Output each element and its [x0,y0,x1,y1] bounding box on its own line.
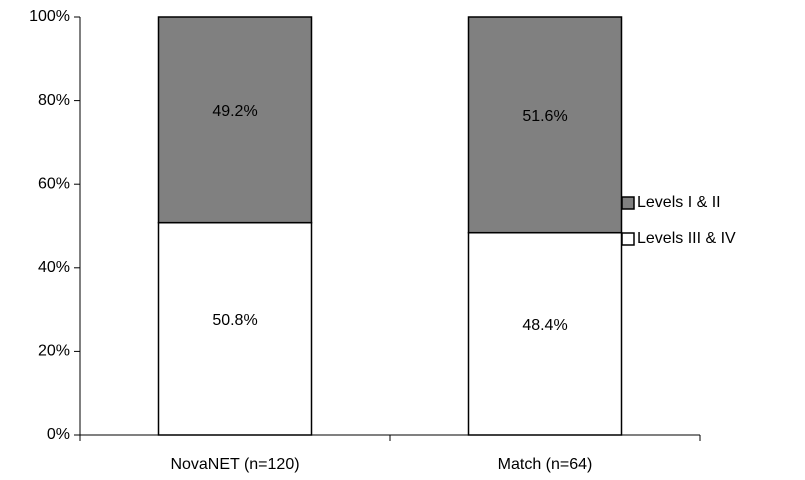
legend-swatch [621,232,635,246]
x-tick-label: NovaNET (n=120) [170,456,299,473]
data-label: 49.2% [212,103,257,120]
legend-label: Levels III & IV [637,230,736,247]
data-label: 51.6% [522,108,567,125]
bar-segment [467,16,623,234]
y-tick-label: 40% [38,259,70,276]
y-tick-label: 60% [38,175,70,192]
data-label: 50.8% [212,312,257,329]
bar-segment [157,221,313,436]
legend-label: Levels I & II [637,194,721,211]
bar-segment [157,16,313,224]
y-tick-label: 20% [38,343,70,360]
legend-swatch [621,196,635,210]
data-label: 48.4% [522,317,567,334]
x-tick-label: Match (n=64) [498,456,593,473]
y-tick-label: 0% [47,426,70,443]
y-tick-label: 100% [29,8,70,25]
y-tick-label: 80% [38,92,70,109]
bar-segment [467,231,623,436]
